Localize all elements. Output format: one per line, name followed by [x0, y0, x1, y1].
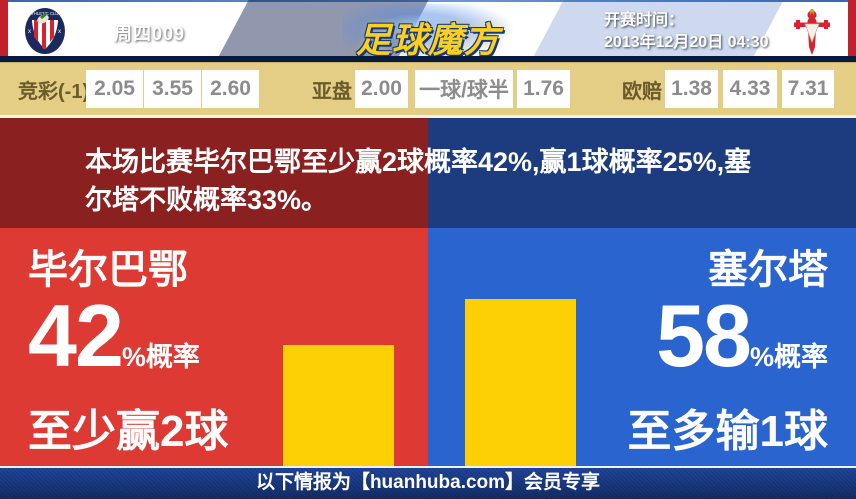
kickoff-time-label: 开赛时间： — [604, 12, 685, 29]
site-logo-text: 足球魔方 — [355, 21, 500, 60]
odds-bar: 竞彩(-1) 2.05 3.55 2.60 亚盘 2.00 一球/球半 1.76… — [0, 62, 856, 118]
athletic-club-crest-icon: ATHLETIC CLUB x x — [23, 6, 67, 56]
away-outcome-text: 至多输1球 — [627, 407, 828, 456]
kickoff-time-block: 开赛时间： 2013年12月20日 04:30 — [604, 10, 769, 54]
home-probability-bar — [283, 345, 394, 466]
match-code-label: 周四009 — [114, 24, 186, 44]
home-probability-row: 42%概率 — [28, 292, 228, 404]
right-edge-red-stripe — [848, 0, 856, 56]
asian-handicap-home-odds: 2.00 — [355, 70, 408, 108]
left-edge-red-stripe — [0, 0, 8, 56]
kickoff-time-value: 2013年12月20日 04:30 — [604, 34, 769, 51]
jingcai-home-odds: 2.05 — [86, 70, 143, 108]
jingcai-draw-odds: 3.55 — [144, 70, 201, 108]
banner-text-line1: 本场比赛毕尔巴鄂至少赢2球概率42%,赢1球概率25%,塞 — [85, 147, 752, 177]
home-probability-suffix: %概率 — [121, 342, 200, 372]
home-outcome-text: 至少赢2球 — [28, 407, 229, 456]
logo-starburst-glow — [343, 4, 513, 58]
header-bottom-strip — [0, 56, 856, 62]
away-team-name: 塞尔塔 — [708, 248, 828, 292]
footer-text: 以下情报为【huanhuba.com】会员专享 — [255, 472, 601, 493]
probability-bar-chart: 毕尔巴鄂 42%概率 至少赢2球 塞尔塔 58%概率 至多输1球 — [0, 228, 856, 466]
asian-handicap-line: 一球/球半 — [415, 70, 513, 108]
away-probability-bar — [465, 299, 576, 466]
banner-text-line2: 尔塔不败概率33%。 — [85, 185, 329, 215]
away-probability-suffix: %概率 — [749, 342, 828, 372]
european-odds-label: 欧赔 — [622, 80, 662, 103]
jingcai-away-odds: 2.60 — [202, 70, 259, 108]
away-probability-row: 58%概率 — [628, 292, 828, 404]
asian-handicap-away-odds: 1.76 — [517, 70, 570, 108]
european-away-odds: 7.31 — [782, 70, 834, 108]
european-draw-odds: 4.33 — [723, 70, 777, 108]
svg-text:x: x — [28, 29, 31, 35]
home-prediction-block: 毕尔巴鄂 42%概率 至少赢2球 — [28, 248, 228, 456]
header-bar: ATHLETIC CLUB x x 周四009 足球魔方 开赛时间： 2013年… — [0, 0, 856, 62]
celta-vigo-crest-icon — [794, 9, 830, 55]
jingcai-odds-label: 竞彩(-1) — [18, 80, 90, 103]
european-home-odds: 1.38 — [665, 70, 718, 108]
footer-bar: 以下情报为【huanhuba.com】会员专享 — [0, 466, 856, 499]
prediction-summary-banner: 本场比赛毕尔巴鄂至少赢2球概率42%,赢1球概率25%,塞 尔塔不败概率33%。 — [0, 118, 856, 228]
away-prediction-block: 塞尔塔 58%概率 至多输1球 — [628, 248, 828, 456]
svg-text:x: x — [58, 29, 61, 35]
away-probability-value: 58 — [656, 286, 752, 385]
asian-handicap-label: 亚盘 — [312, 80, 352, 103]
home-team-name: 毕尔巴鄂 — [28, 248, 188, 292]
home-probability-value: 42 — [28, 286, 124, 385]
site-logo: 足球魔方 — [333, 4, 523, 60]
